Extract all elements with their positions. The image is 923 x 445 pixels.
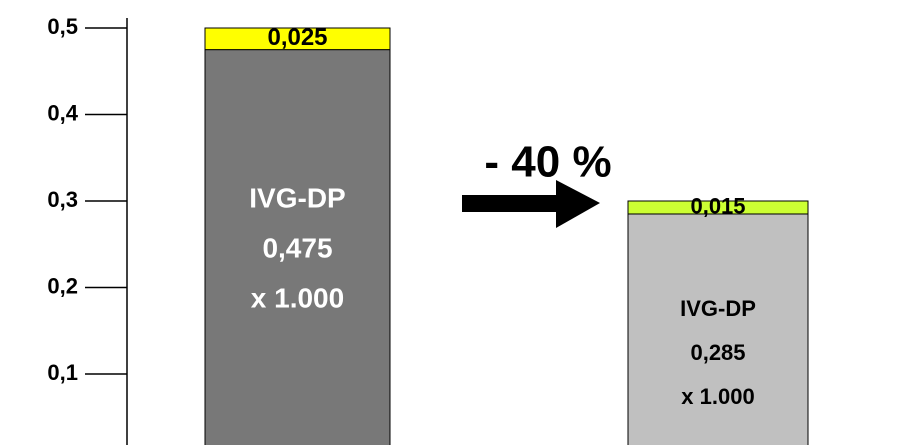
y-tick-label: 0,4	[47, 100, 78, 125]
y-tick-label: 0,2	[47, 273, 78, 298]
segment-name: IVG-DP	[249, 182, 345, 213]
arrow-head	[556, 180, 600, 228]
value-label: 0,285	[690, 340, 745, 365]
bar-segment	[204, 49, 391, 445]
segment-name: IVG-DP	[680, 296, 756, 321]
annotation: - 40 %	[484, 138, 611, 187]
value-label: 0,025	[267, 24, 327, 51]
y-tick-label: 0,3	[47, 187, 78, 212]
y-tick-label: 0,5	[47, 14, 78, 39]
bar-segment	[204, 27, 391, 51]
bar-segment	[627, 213, 809, 445]
unit-label: x 1.000	[681, 384, 754, 409]
value-label: 0,015	[690, 193, 745, 218]
y-tick-label: 0,1	[47, 360, 78, 385]
unit-label: x 1.000	[251, 282, 344, 313]
bar-segment	[627, 200, 809, 215]
arrow-shaft	[462, 195, 562, 212]
arrow	[462, 180, 600, 228]
value-label: 0,475	[262, 232, 332, 263]
